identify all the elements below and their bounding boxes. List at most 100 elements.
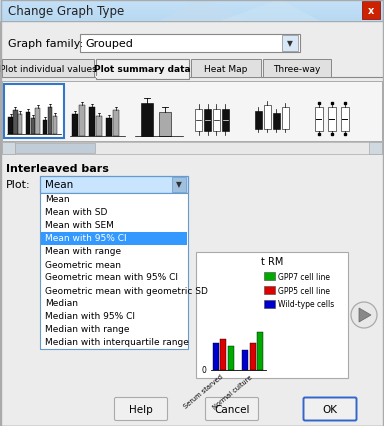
Bar [141, 104, 153, 137]
Bar [8, 118, 13, 135]
Bar [0, 14, 384, 15]
Text: Median with interquartile range: Median with interquartile range [45, 338, 189, 347]
Bar [15, 144, 95, 154]
Text: ◄: ◄ [6, 146, 11, 151]
Bar [0, 15, 384, 16]
Bar [220, 340, 227, 370]
Bar [250, 343, 256, 370]
Text: GPP5 cell line: GPP5 cell line [278, 286, 330, 295]
Text: Three-way: Three-way [273, 64, 321, 73]
Text: Plot:: Plot: [6, 180, 31, 190]
Text: Graph family:: Graph family: [8, 39, 83, 49]
Bar [0, 18, 384, 19]
Polygon shape [160, 0, 250, 22]
Text: Wild-type cells: Wild-type cells [278, 300, 334, 309]
Text: Normal culture: Normal culture [212, 373, 254, 409]
Bar [2, 143, 382, 155]
Bar [204, 110, 211, 132]
Text: Geometric mean with geometric SD: Geometric mean with geometric SD [45, 286, 208, 295]
Text: Mean with 95% CI: Mean with 95% CI [45, 234, 127, 243]
Text: ►: ► [373, 146, 378, 151]
Bar [0, 12, 384, 13]
Text: ▼: ▼ [287, 40, 293, 49]
Text: Mean: Mean [45, 195, 70, 204]
Text: t RM: t RM [261, 256, 283, 266]
Bar [264, 272, 275, 280]
Polygon shape [220, 0, 320, 22]
Bar [0, 0, 384, 1]
Bar [328, 108, 336, 132]
Bar [213, 110, 220, 132]
Bar [72, 115, 78, 137]
Bar [0, 4, 384, 5]
Bar [35, 109, 40, 135]
Text: Plot summary data: Plot summary data [94, 65, 191, 74]
Bar [41, 232, 187, 245]
Bar [369, 143, 382, 155]
Bar [273, 114, 280, 130]
Text: Mean with range: Mean with range [45, 247, 121, 256]
Bar [40, 193, 188, 349]
Text: Interleaved bars: Interleaved bars [6, 164, 109, 173]
Bar [222, 110, 229, 132]
Text: 0: 0 [201, 366, 206, 374]
Text: Help: Help [129, 404, 153, 414]
Bar [264, 286, 275, 294]
Bar [106, 119, 112, 137]
Bar [89, 108, 95, 137]
Bar [2, 60, 94, 78]
Text: Grouped: Grouped [85, 39, 133, 49]
Bar [264, 106, 271, 130]
Bar [2, 82, 382, 142]
Text: Heat Map: Heat Map [204, 64, 248, 73]
Text: Geometric mean with 95% CI: Geometric mean with 95% CI [45, 273, 178, 282]
Bar [258, 332, 263, 370]
Bar [0, 6, 384, 7]
Text: Median: Median [45, 299, 78, 308]
Text: Change Graph Type: Change Graph Type [8, 5, 124, 17]
Bar [159, 112, 171, 137]
Text: OK: OK [323, 404, 338, 414]
Bar [31, 119, 35, 135]
Bar [0, 9, 384, 10]
Bar [243, 351, 248, 370]
Bar [0, 20, 384, 21]
Bar [0, 1, 384, 2]
Polygon shape [359, 308, 371, 322]
Text: Median with range: Median with range [45, 325, 129, 334]
Bar [48, 107, 52, 135]
Bar [282, 36, 298, 52]
Bar [2, 143, 15, 155]
Bar [191, 60, 261, 78]
Bar [18, 115, 22, 135]
Text: x: x [368, 6, 374, 16]
Bar [40, 176, 188, 193]
Bar [196, 253, 348, 378]
Text: Mean: Mean [45, 180, 73, 190]
Bar [341, 108, 349, 132]
Bar [362, 2, 380, 20]
Bar [80, 35, 300, 53]
FancyBboxPatch shape [303, 397, 356, 420]
Text: Mean with SEM: Mean with SEM [45, 221, 114, 230]
Bar [0, 3, 384, 4]
Bar [96, 60, 189, 80]
Bar [53, 116, 57, 135]
Bar [0, 7, 384, 8]
Bar [4, 85, 64, 139]
Bar [26, 113, 30, 135]
FancyBboxPatch shape [205, 397, 258, 420]
Text: Plot individual values: Plot individual values [0, 64, 96, 73]
Bar [0, 17, 384, 18]
Text: Serum starved: Serum starved [183, 373, 224, 409]
Bar [0, 19, 384, 20]
Circle shape [351, 302, 377, 328]
Bar [195, 110, 202, 132]
Bar [172, 177, 186, 192]
Bar [315, 108, 323, 132]
FancyBboxPatch shape [114, 397, 167, 420]
Text: ▼: ▼ [176, 180, 182, 189]
Bar [13, 111, 18, 135]
Bar [263, 60, 331, 78]
Bar [213, 343, 219, 370]
